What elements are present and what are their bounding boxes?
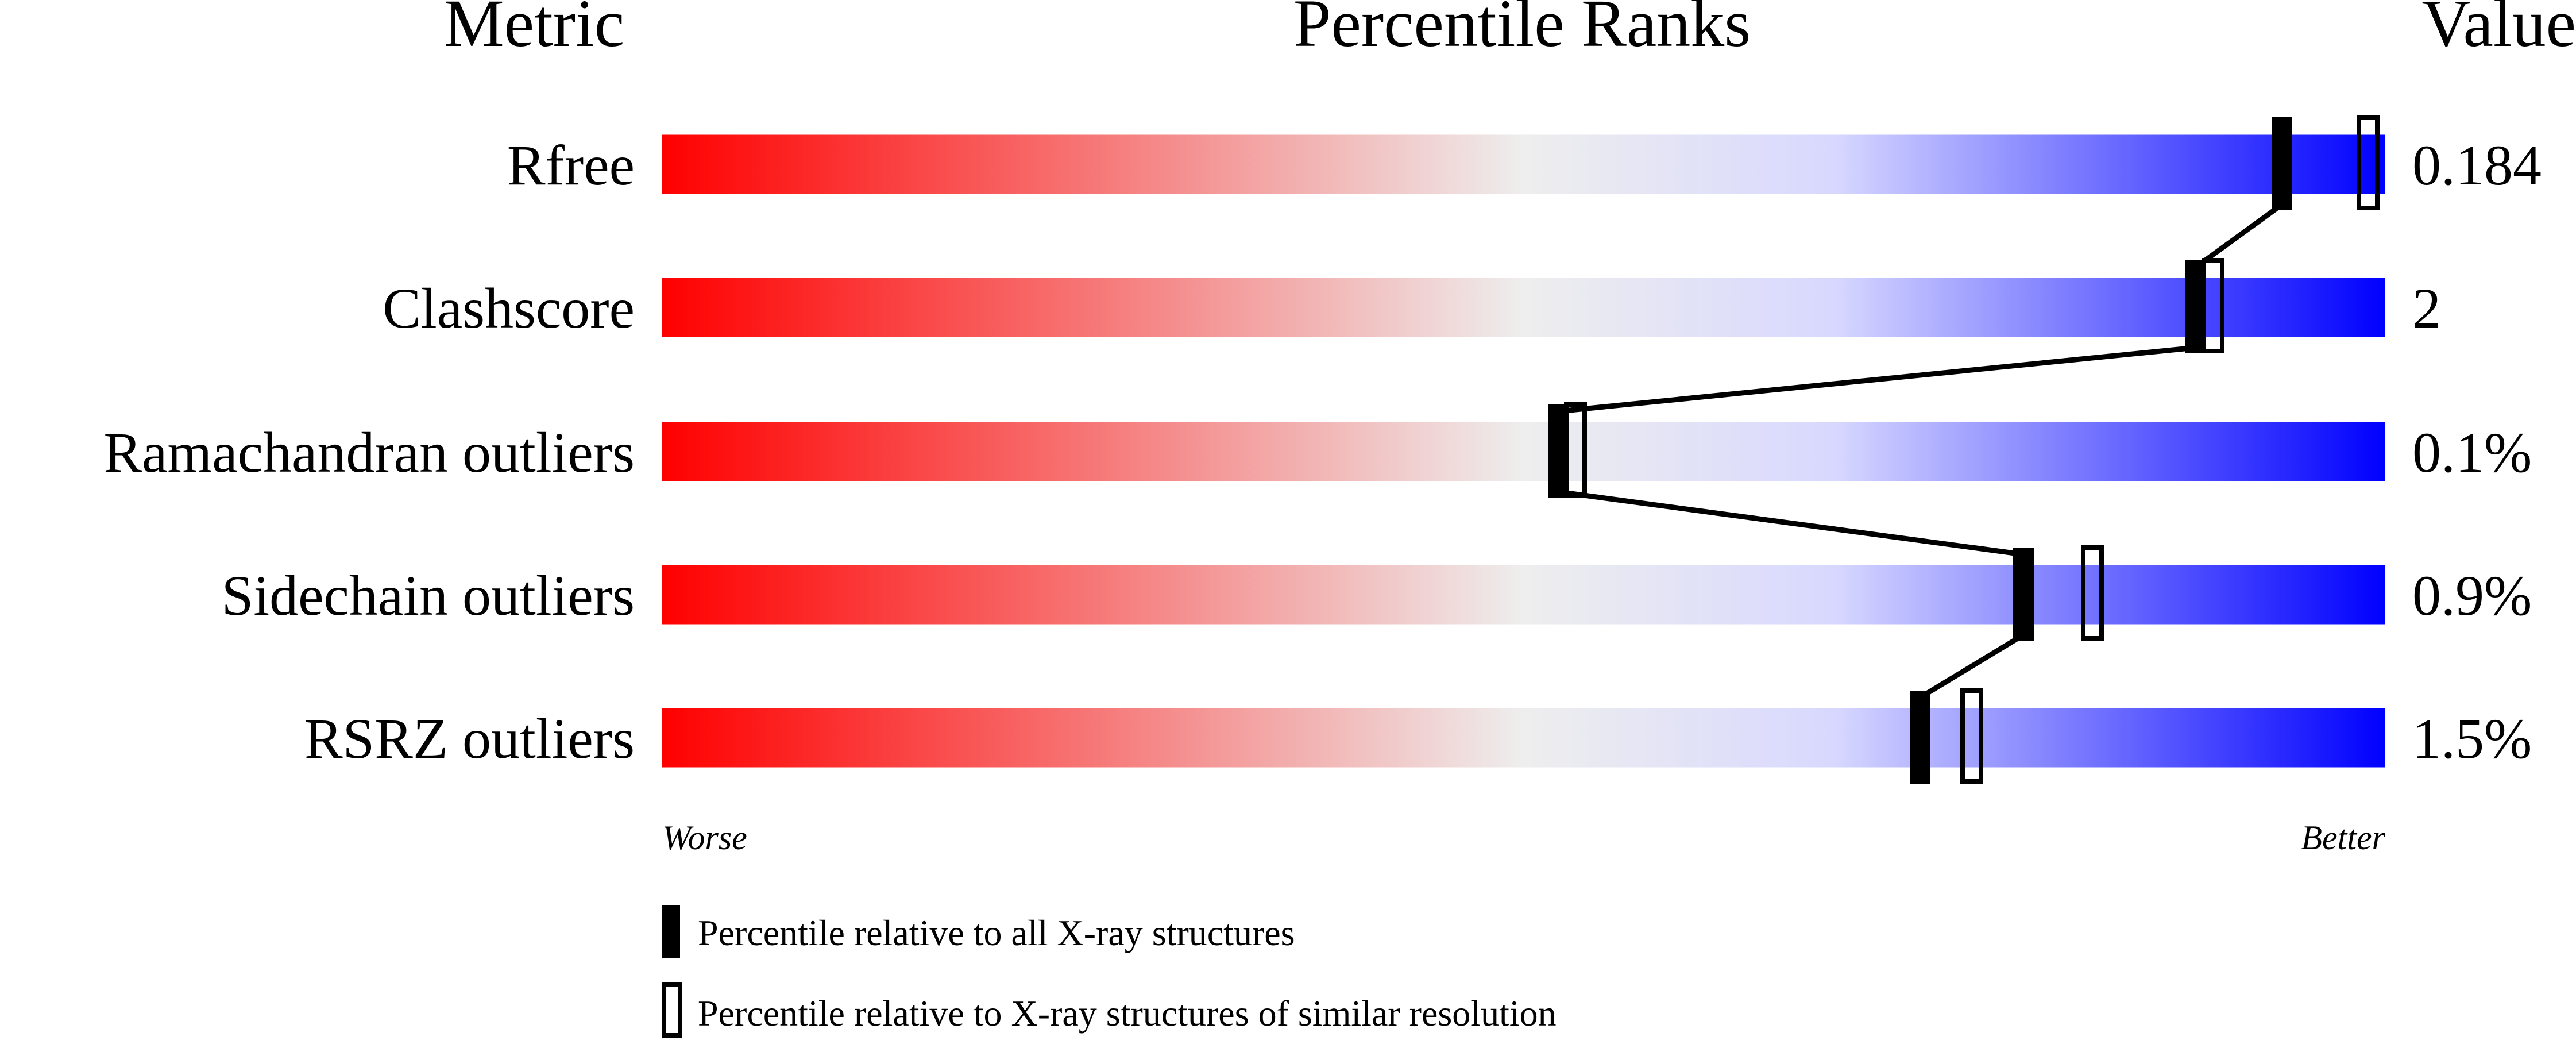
- header-percentile-ranks: Percentile Ranks: [1293, 0, 1751, 61]
- metric-label: Clashscore: [383, 276, 635, 340]
- metric-label: Sidechain outliers: [222, 564, 635, 627]
- metric-row: Rfree 0.184: [507, 133, 2542, 197]
- metric-value: 0.9%: [2412, 564, 2532, 627]
- percentile-bar: [662, 134, 2385, 194]
- marker-similar-resolution: [1960, 688, 1983, 784]
- marker-all-structures: [2013, 548, 2034, 641]
- connector-line: [1558, 345, 2196, 414]
- percentile-bar: [662, 278, 2385, 337]
- metric-value: 0.184: [2412, 133, 2542, 197]
- metric-row: Sidechain outliers 0.9%: [222, 564, 2532, 627]
- metric-row: Clashscore 2: [383, 276, 2441, 340]
- connector-line: [1558, 489, 2024, 557]
- percentile-bar: [662, 422, 2385, 481]
- metric-value: 0.1%: [2412, 421, 2532, 484]
- metric-label: RSRZ outliers: [304, 707, 635, 770]
- metric-value: 2: [2412, 276, 2441, 340]
- axis-label-better: Better: [2301, 819, 2385, 857]
- percentile-bar: [662, 708, 2385, 768]
- legend-hollow-marker: [662, 982, 682, 1038]
- marker-all-structures: [1910, 691, 1930, 784]
- header-value: Value: [2421, 0, 2576, 61]
- marker-all-structures: [2272, 117, 2292, 210]
- connector-line: [1918, 633, 2025, 700]
- marker-similar-resolution: [2357, 115, 2380, 210]
- metric-value: 1.5%: [2412, 707, 2532, 770]
- connector-line: [2194, 202, 2284, 269]
- metric-label: Rfree: [507, 133, 635, 197]
- header-metric: Metric: [444, 0, 625, 61]
- marker-all-structures: [2185, 260, 2206, 353]
- axis-label-worse: Worse: [662, 819, 747, 857]
- percentile-bar: [662, 565, 2385, 625]
- marker-similar-resolution: [2081, 545, 2104, 641]
- metric-row: Ramachandran outliers 0.1%: [103, 421, 2532, 484]
- metric-row: RSRZ outliers 1.5%: [304, 707, 2532, 770]
- marker-all-structures: [1548, 404, 1569, 498]
- legend-filled-marker: [662, 905, 680, 958]
- legend-similar-label: Percentile relative to X-ray structures …: [698, 993, 1557, 1034]
- legend-all-label: Percentile relative to all X-ray structu…: [698, 912, 1295, 953]
- metric-label: Ramachandran outliers: [103, 421, 635, 484]
